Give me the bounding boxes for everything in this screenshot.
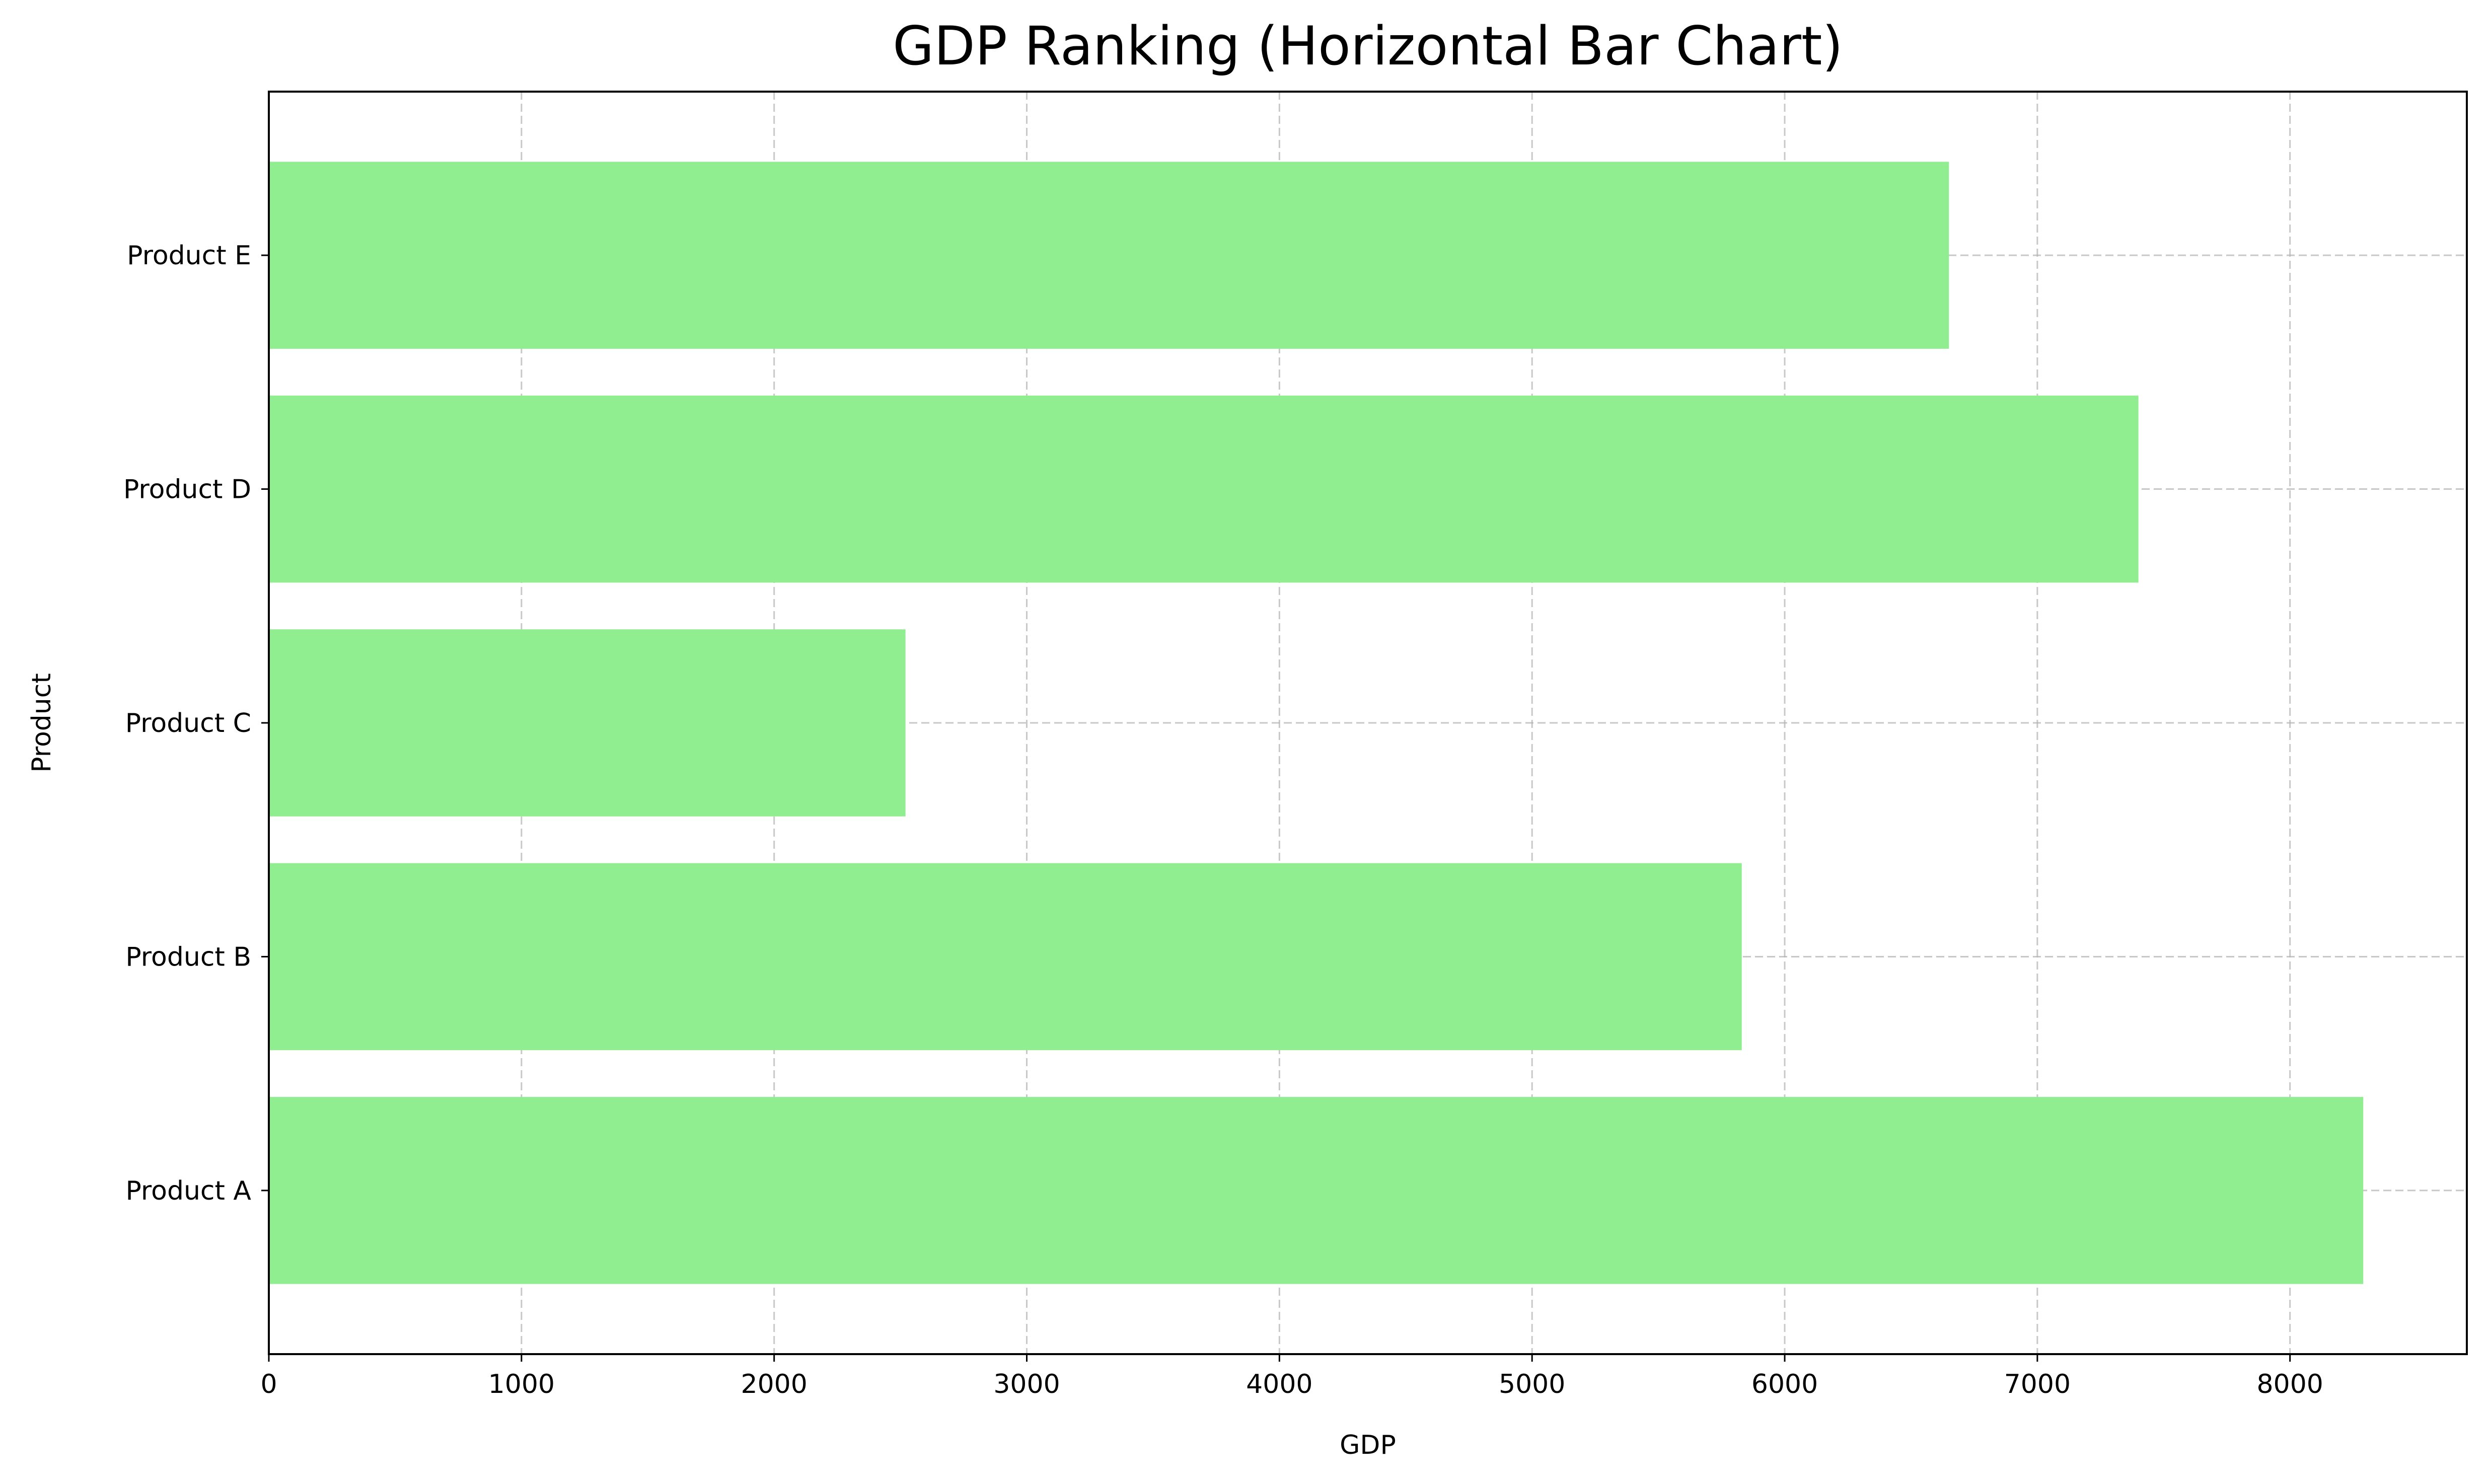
bar-product-d [269, 395, 2139, 583]
y-tick-label: Product A [125, 1176, 251, 1206]
chart-title: GDP Ranking (Horizontal Bar Chart) [893, 15, 1843, 77]
x-tick-label: 6000 [1751, 1369, 1818, 1399]
x-axis-label: GDP [1340, 1430, 1396, 1460]
x-tick-label: 8000 [2257, 1369, 2323, 1399]
x-tick-label: 0 [260, 1369, 277, 1399]
bar-product-a [269, 1097, 2364, 1284]
x-tick-label: 1000 [488, 1369, 555, 1399]
y-axis-label: Product [27, 673, 57, 772]
y-tick-label: Product C [125, 708, 251, 738]
bar-product-c [269, 629, 906, 817]
x-tick-label: 5000 [1499, 1369, 1565, 1399]
x-tick-label: 7000 [2004, 1369, 2071, 1399]
y-axis-ticks: Product A Product B Product C Product D Prod… [123, 241, 269, 1206]
x-tick-label: 3000 [993, 1369, 1060, 1399]
y-tick-label: Product B [125, 942, 251, 972]
x-axis-ticks: 0 1000 2000 3000 4000 5000 6000 7000 8000 [260, 1354, 2323, 1399]
y-tick-label: Product D [123, 475, 251, 505]
bar-product-e [269, 162, 1949, 349]
x-tick-label: 2000 [741, 1369, 808, 1399]
bar-product-b [269, 863, 1742, 1051]
x-tick-label: 4000 [1246, 1369, 1312, 1399]
y-tick-label: Product E [127, 241, 251, 271]
bars [269, 162, 2364, 1284]
